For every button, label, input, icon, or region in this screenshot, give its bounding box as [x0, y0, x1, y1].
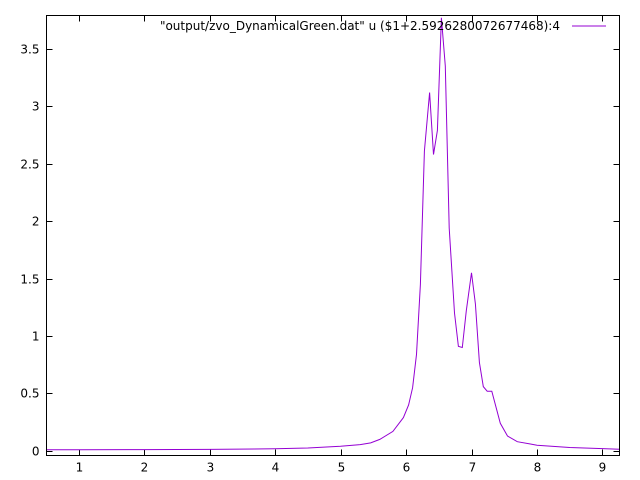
x-tick-label: 9 [599, 461, 607, 475]
y-tick-label: 1 [32, 330, 40, 344]
y-tick-label: 0 [32, 445, 40, 459]
x-tick-label: 7 [469, 461, 477, 475]
ticks [46, 15, 620, 456]
x-tick-label: 8 [534, 461, 542, 475]
x-tick-label: 5 [338, 461, 346, 475]
y-tick-label: 3.5 [20, 43, 39, 57]
x-tick-label: 3 [207, 461, 215, 475]
y-tick-label: 2.5 [20, 158, 39, 172]
x-tick-label: 2 [141, 461, 149, 475]
tick-labels: 1 2 3 4 5 6 7 8 9 0 0.5 1 1.5 2 2.5 3 3.5 [20, 43, 606, 475]
x-tick-label: 1 [76, 461, 84, 475]
y-tick-label: 0.5 [20, 387, 39, 401]
x-tick-label: 4 [272, 461, 280, 475]
legend-label: "output/zvo_DynamicalGreen.dat" u ($1+2.… [160, 19, 560, 33]
plot-border [46, 15, 620, 456]
y-tick-label: 3 [32, 100, 40, 114]
x-tick-label: 6 [403, 461, 411, 475]
y-tick-label: 1.5 [20, 273, 39, 287]
y-tick-label: 2 [32, 215, 40, 229]
series-line [46, 17, 620, 451]
